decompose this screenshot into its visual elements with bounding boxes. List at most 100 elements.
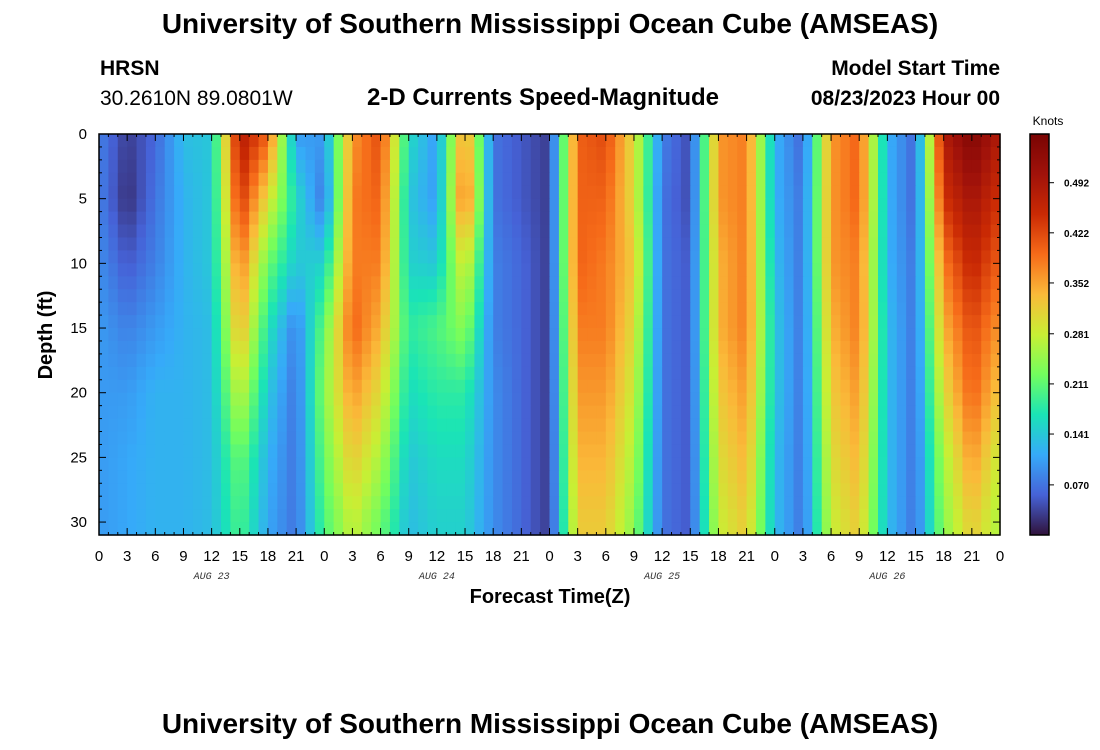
heatmap-cell [361, 198, 372, 213]
heatmap-cell [493, 302, 504, 316]
heatmap-cell [727, 483, 738, 497]
x-tick-label: 3 [799, 548, 807, 565]
heatmap-cell [934, 483, 945, 497]
heatmap-cell [343, 470, 354, 484]
heatmap-cell [587, 276, 598, 290]
heatmap-cell [399, 276, 410, 290]
heatmap-cell [849, 328, 860, 342]
heatmap-cell [333, 328, 344, 342]
heatmap-cell [399, 159, 410, 174]
heatmap-cell [924, 302, 935, 316]
heatmap-cell [596, 172, 607, 187]
heatmap-cell [568, 276, 579, 290]
heatmap-cell [840, 146, 851, 161]
heatmap-cell [990, 379, 1001, 394]
heatmap-cell [230, 457, 241, 471]
heatmap-cell [296, 444, 307, 458]
heatmap-cell [483, 315, 494, 329]
heatmap-cell [361, 263, 372, 277]
heatmap-cell [455, 237, 466, 252]
heatmap-cell [155, 496, 166, 510]
heatmap-cell [784, 392, 795, 407]
heatmap-cell [587, 315, 598, 329]
x-tick-label: 0 [545, 548, 553, 565]
heatmap-cell [971, 496, 982, 510]
heatmap-cell [568, 263, 579, 277]
heatmap-cell [145, 224, 156, 239]
heatmap-cell [727, 431, 738, 446]
heatmap-cell [117, 379, 128, 394]
day-label: AUG 24 [418, 572, 455, 583]
heatmap-cell [671, 224, 682, 239]
heatmap-cell [718, 509, 729, 523]
heatmap-cell [953, 172, 964, 187]
heatmap-cell [239, 224, 250, 239]
heatmap-cell [737, 289, 748, 303]
colorbar-tick-label: 0.422 [1064, 229, 1089, 240]
heatmap-cell [802, 146, 813, 161]
heatmap-cell [699, 302, 710, 316]
heatmap-cell [99, 263, 109, 277]
heatmap-cell [596, 146, 607, 161]
heatmap-cell [821, 159, 832, 174]
x-tick-label: 0 [996, 548, 1004, 565]
heatmap-cell [324, 134, 335, 148]
heatmap-cell [108, 444, 119, 458]
heatmap-cell [483, 134, 494, 148]
heatmap-cell [446, 134, 457, 148]
heatmap-cell [502, 211, 513, 226]
y-tick-label: 30 [70, 514, 87, 531]
heatmap-cell [305, 328, 316, 342]
heatmap-cell [784, 134, 795, 148]
heatmap-cell [324, 431, 335, 446]
heatmap-cell [145, 509, 156, 523]
heatmap-cell [286, 211, 297, 226]
heatmap-cell [887, 379, 898, 394]
heatmap-cell [906, 392, 917, 407]
heatmap-cell [615, 366, 626, 381]
heatmap-cell [333, 509, 344, 523]
heatmap-cell [981, 276, 992, 290]
heatmap-cell [784, 315, 795, 329]
heatmap-cell [793, 431, 804, 446]
heatmap-cell [596, 431, 607, 446]
heatmap-cell [343, 159, 354, 174]
heatmap-cell [521, 276, 532, 290]
heatmap-cell [436, 470, 447, 484]
heatmap-cell [164, 211, 175, 226]
heatmap-cell [155, 237, 166, 252]
heatmap-cell [840, 289, 851, 303]
heatmap-cell [371, 328, 382, 342]
heatmap-cell [587, 328, 598, 342]
heatmap-cell [821, 224, 832, 239]
heatmap-cell [840, 353, 851, 368]
heatmap-cell [802, 289, 813, 303]
heatmap-cell [192, 211, 203, 226]
heatmap-cell [971, 457, 982, 471]
heatmap-cell [596, 366, 607, 381]
heatmap-cell [511, 134, 522, 148]
heatmap-cell [831, 185, 842, 200]
heatmap-cell [324, 146, 335, 161]
heatmap-cell [671, 353, 682, 368]
heatmap-cell [380, 289, 391, 303]
heatmap-cell [558, 289, 569, 303]
heatmap-cell [436, 405, 447, 420]
heatmap-cell [436, 159, 447, 174]
heatmap-cell [277, 392, 288, 407]
heatmap-cell [633, 405, 644, 420]
heatmap-cell [915, 444, 926, 458]
heatmap-cell [202, 340, 213, 355]
heatmap-cell [399, 328, 410, 342]
heatmap-cell [324, 366, 335, 381]
heatmap-cell [596, 444, 607, 458]
heatmap-cell [455, 509, 466, 523]
heatmap-cell [427, 470, 438, 484]
heatmap-cell [305, 289, 316, 303]
heatmap-cell [483, 405, 494, 420]
x-axis-title: Forecast Time(Z) [470, 586, 631, 608]
heatmap-cell [483, 431, 494, 446]
heatmap-cell [446, 444, 457, 458]
heatmap-cell [314, 263, 325, 277]
heatmap-cell [427, 496, 438, 510]
